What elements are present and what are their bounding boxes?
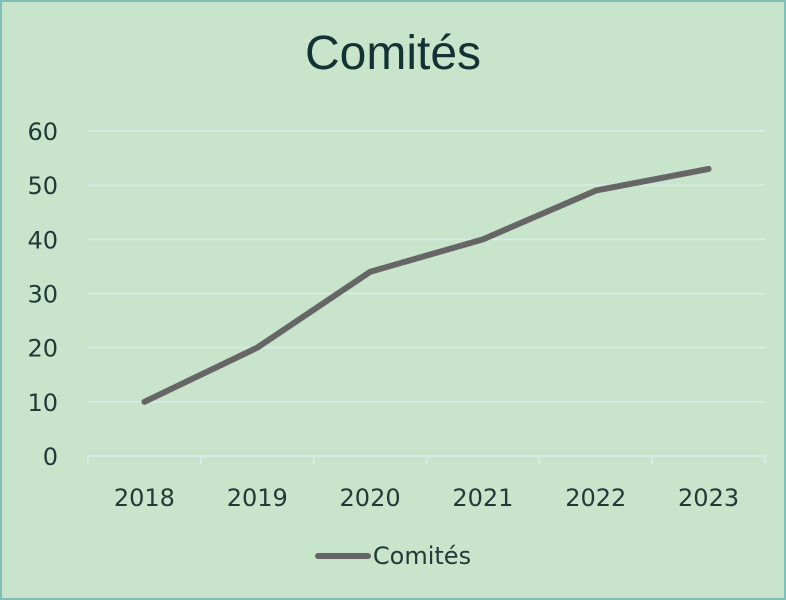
legend-label: Comités [372, 542, 472, 570]
y-tick-label: 20 [27, 335, 58, 363]
x-tick-label: 2022 [565, 484, 626, 512]
y-tick-label: 60 [27, 118, 58, 146]
legend: Comités [0, 542, 786, 570]
legend-swatch [314, 553, 371, 559]
y-tick-label: 10 [27, 389, 58, 417]
gridlines [88, 130, 765, 403]
y-tick-label: 50 [27, 172, 58, 200]
x-tick-label: 2023 [678, 484, 739, 512]
x-tick-label: 2019 [227, 484, 288, 512]
y-tick-label: 0 [43, 443, 58, 471]
x-tick-label: 2020 [340, 484, 401, 512]
y-axis-ticks: 0 10 20 30 40 50 60 [27, 118, 58, 471]
series-lines [141, 165, 712, 405]
series-line [141, 165, 712, 405]
x-tick-label: 2021 [452, 484, 513, 512]
chart-title: Comités [304, 27, 482, 80]
y-tick-label: 30 [27, 281, 58, 309]
x-axis: 2018 2019 2020 2021 2022 2023 [87, 455, 766, 512]
y-tick-label: 40 [27, 226, 58, 254]
x-tick-label: 2018 [114, 484, 175, 512]
